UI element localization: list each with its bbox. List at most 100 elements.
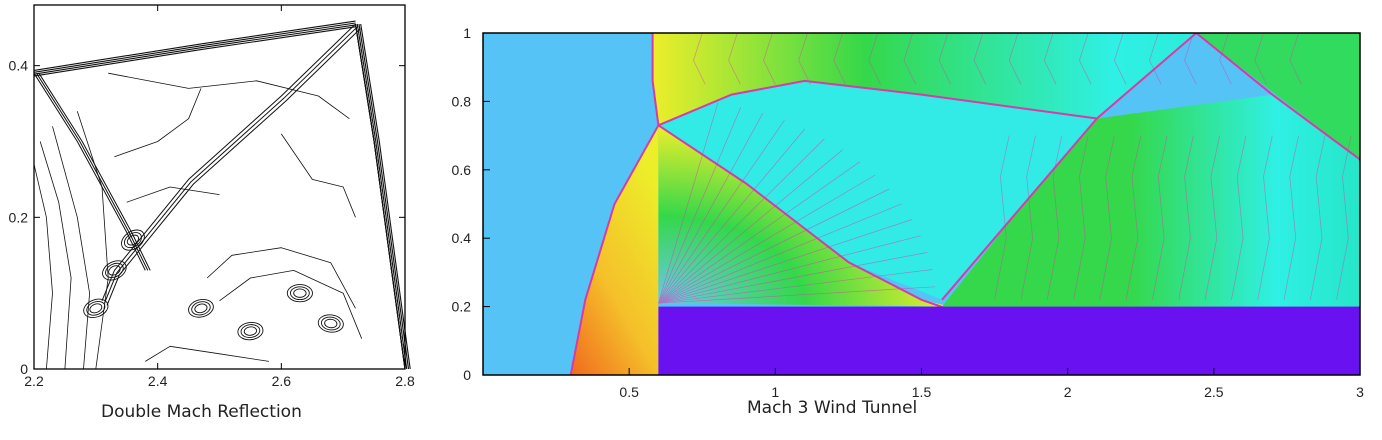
y-tick-label: 0.8 xyxy=(452,93,472,109)
x-tick-label: 2.6 xyxy=(272,373,292,389)
vortex-contour xyxy=(188,298,214,318)
y-tick-label: 0 xyxy=(463,367,471,383)
background-contour xyxy=(280,133,356,218)
y-tick-label: 0 xyxy=(20,361,28,377)
step-obstacle xyxy=(658,306,1360,375)
fan-line xyxy=(658,269,933,304)
upper-post-shock-region xyxy=(652,33,1360,160)
fan-line xyxy=(658,219,913,304)
x-tick-label: 2 xyxy=(1064,384,1072,400)
plot-frame xyxy=(33,4,406,370)
background-contour xyxy=(219,270,363,339)
fan-line xyxy=(658,235,921,304)
fan-line xyxy=(658,188,890,304)
double-mach-caption: Double Mach Reflection xyxy=(101,402,302,422)
background-contour xyxy=(76,111,109,370)
vortex-contour xyxy=(286,284,313,303)
contour-striations xyxy=(693,33,1352,300)
y-tick-label: 0.6 xyxy=(452,162,472,178)
lower-right-region xyxy=(942,94,1360,307)
x-tick-label: 3 xyxy=(1356,384,1364,400)
background-contour xyxy=(206,247,356,309)
striation-line xyxy=(1046,135,1063,300)
x-tick-label: 2.5 xyxy=(1204,384,1224,400)
contour-lines xyxy=(33,20,411,370)
striation-line xyxy=(1219,33,1232,85)
striation-line xyxy=(1113,33,1127,85)
striation-line xyxy=(1073,135,1089,300)
wind-tunnel-figure: 0.5 1 1.5 2 2.5 3 0 0.2 0.4 0.6 0.8 1 Mach 3 Wind T… xyxy=(430,0,1382,440)
incident-shock-contour xyxy=(33,20,356,71)
double-mach-figure: 2.2 2.4 2.6 2.8 0 0.2 0.4 Double Mach Reflecti… xyxy=(0,0,430,440)
striation-line xyxy=(763,33,776,85)
striation-line xyxy=(1184,33,1197,85)
reflected-shock-contour xyxy=(106,28,361,306)
x-tick-label: 0.5 xyxy=(619,384,639,400)
background-contour xyxy=(33,164,53,370)
slip-line-contour xyxy=(38,72,151,271)
striation-line xyxy=(1125,135,1142,300)
striation-line xyxy=(1043,33,1057,85)
background-contour xyxy=(108,72,350,120)
vortex-contour xyxy=(121,229,145,251)
incident-shock-contour xyxy=(33,22,356,73)
striation-line xyxy=(1149,33,1162,85)
mach-stem-contour xyxy=(360,23,411,370)
y-tick-label: 0.4 xyxy=(452,230,472,246)
striation-line xyxy=(1309,135,1326,300)
striation-line xyxy=(1099,135,1115,300)
x-tick-label: 2.4 xyxy=(148,373,168,389)
double-mach-plot: 2.2 2.4 2.6 2.8 0 0.2 0.4 xyxy=(9,4,415,389)
striation-line xyxy=(1204,135,1221,300)
x-tick-label: 1 xyxy=(771,384,779,400)
striation-line xyxy=(1008,33,1022,85)
vortex-contour xyxy=(317,314,344,333)
fan-line xyxy=(658,174,876,304)
background-contour xyxy=(52,126,90,370)
expansion-fan-lines xyxy=(658,102,936,304)
striation-line xyxy=(938,33,952,85)
vortex-contour xyxy=(237,321,264,341)
fan-line xyxy=(658,161,860,304)
bow-shock-line xyxy=(569,33,660,375)
field-regions xyxy=(483,33,1360,375)
fan-line xyxy=(658,128,806,304)
striation-line xyxy=(1078,33,1092,85)
striation-line xyxy=(1152,135,1168,300)
striation-line xyxy=(693,33,706,85)
striation-line xyxy=(798,33,811,85)
middle-region xyxy=(658,80,1097,300)
y-tick-label: 0.4 xyxy=(9,58,29,74)
y-tick-label: 1 xyxy=(463,25,471,41)
incident-shock-contour xyxy=(33,26,356,77)
striation-line xyxy=(868,33,881,85)
shear-layer-line xyxy=(658,79,1098,127)
fan-line xyxy=(658,102,719,304)
fan-line xyxy=(658,107,742,304)
vortex-contour xyxy=(290,286,310,301)
background-contour xyxy=(126,186,220,203)
reflected-shock-line xyxy=(657,124,952,311)
vortex-contour xyxy=(102,260,127,281)
top-reflection-line xyxy=(1195,33,1360,161)
striation-line xyxy=(728,33,741,85)
vortex-contour xyxy=(108,265,121,276)
wind-tunnel-plot: 0.5 1 1.5 2 2.5 3 0 0.2 0.4 0.6 0.8 1 xyxy=(452,25,1365,400)
vortex-contour xyxy=(89,303,103,314)
x-tick-label: 2.8 xyxy=(395,373,415,389)
vortex-contour xyxy=(191,301,211,316)
vortex-contour xyxy=(324,318,338,329)
background-contour xyxy=(114,88,202,158)
vortex-contour xyxy=(320,316,341,331)
vortex-contour xyxy=(86,301,106,316)
slip-line-contour xyxy=(36,72,149,271)
fan-line xyxy=(658,138,825,304)
striation-line xyxy=(903,33,917,85)
mach-stem-contour xyxy=(356,23,408,370)
striation-line xyxy=(1283,135,1299,300)
shock-lines xyxy=(569,33,1360,375)
striation-line xyxy=(833,33,846,85)
fan-line xyxy=(658,149,843,304)
striation-line xyxy=(1254,33,1267,85)
vortex-contour xyxy=(194,303,208,314)
